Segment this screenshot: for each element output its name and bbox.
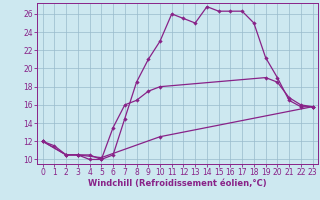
X-axis label: Windchill (Refroidissement éolien,°C): Windchill (Refroidissement éolien,°C) (88, 179, 267, 188)
